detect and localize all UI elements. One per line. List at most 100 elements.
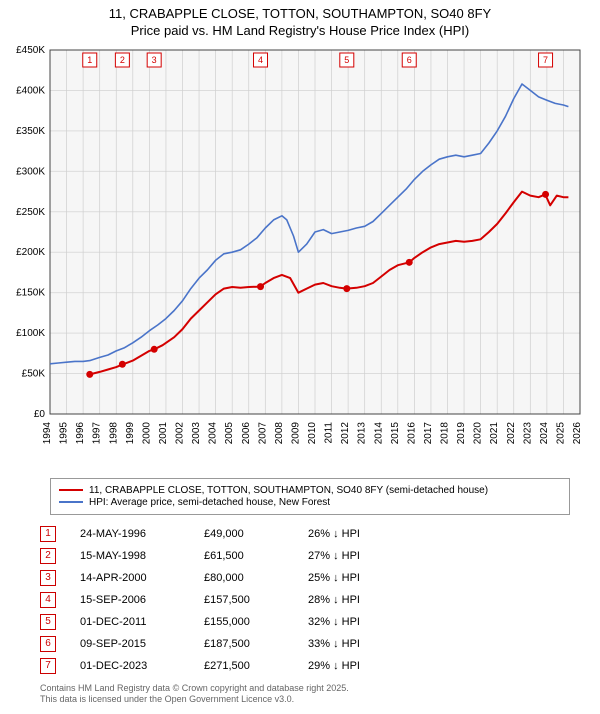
svg-text:£0: £0 xyxy=(34,409,46,420)
svg-text:2004: 2004 xyxy=(208,421,219,444)
svg-text:£350K: £350K xyxy=(16,126,45,137)
svg-text:2025: 2025 xyxy=(555,421,566,444)
event-price: £271,500 xyxy=(204,660,284,672)
event-diff: 25% ↓ HPI xyxy=(308,572,398,584)
sale-marker xyxy=(406,259,413,266)
svg-text:2026: 2026 xyxy=(572,421,583,444)
title-line-2: Price paid vs. HM Land Registry's House … xyxy=(0,23,600,40)
sale-marker xyxy=(151,346,158,353)
event-diff: 29% ↓ HPI xyxy=(308,660,398,672)
sale-marker xyxy=(343,285,350,292)
svg-text:1999: 1999 xyxy=(125,421,136,444)
svg-text:3: 3 xyxy=(152,55,157,65)
event-date: 24-MAY-1996 xyxy=(80,528,180,540)
event-price: £187,500 xyxy=(204,638,284,650)
svg-text:£400K: £400K xyxy=(16,85,45,96)
event-diff: 32% ↓ HPI xyxy=(308,616,398,628)
svg-text:2014: 2014 xyxy=(373,421,384,444)
svg-text:2006: 2006 xyxy=(241,421,252,444)
svg-text:7: 7 xyxy=(543,55,548,65)
event-diff: 28% ↓ HPI xyxy=(308,594,398,606)
legend-swatch xyxy=(59,501,83,503)
svg-text:2001: 2001 xyxy=(158,421,169,444)
svg-text:1998: 1998 xyxy=(108,421,119,444)
legend-label: HPI: Average price, semi-detached house,… xyxy=(89,497,330,508)
svg-text:2008: 2008 xyxy=(274,421,285,444)
svg-text:2021: 2021 xyxy=(489,421,500,444)
svg-text:1997: 1997 xyxy=(92,421,103,444)
chart-plot: £0 £50K £100K £150K £200K £250K £300K £350K £400… xyxy=(0,42,600,472)
legend-swatch xyxy=(59,489,83,491)
event-badge: 1 xyxy=(40,526,56,542)
event-row: 701-DEC-2023£271,50029% ↓ HPI xyxy=(40,655,570,677)
footer-note: Contains HM Land Registry data © Crown c… xyxy=(40,683,570,706)
event-price: £61,500 xyxy=(204,550,284,562)
event-diff: 27% ↓ HPI xyxy=(308,550,398,562)
event-diff: 26% ↓ HPI xyxy=(308,528,398,540)
event-row: 1 24-MAY-1996 £49,000 26% ↓ HPI xyxy=(40,523,570,545)
event-date: 01-DEC-2023 xyxy=(80,660,180,672)
event-badge: 3 xyxy=(40,570,56,586)
svg-text:2002: 2002 xyxy=(175,421,186,444)
footer-line-2: This data is licensed under the Open Gov… xyxy=(40,694,570,706)
svg-text:2012: 2012 xyxy=(340,421,351,444)
event-price: £80,000 xyxy=(204,572,284,584)
svg-text:1996: 1996 xyxy=(75,421,86,444)
svg-text:£200K: £200K xyxy=(16,247,45,258)
chart-container: 11, CRABAPPLE CLOSE, TOTTON, SOUTHAMPTON… xyxy=(0,0,600,706)
svg-text:£150K: £150K xyxy=(16,287,45,298)
event-row: 501-DEC-2011£155,00032% ↓ HPI xyxy=(40,611,570,633)
event-date: 15-MAY-1998 xyxy=(80,550,180,562)
event-price: £49,000 xyxy=(204,528,284,540)
svg-text:2023: 2023 xyxy=(522,421,533,444)
event-row: 3 14-APR-2000 £80,000 25% ↓ HPI xyxy=(40,567,570,589)
event-date: 14-APR-2000 xyxy=(80,572,180,584)
svg-text:£300K: £300K xyxy=(16,166,45,177)
events-table: 1 24-MAY-1996 £49,000 26% ↓ HPI 2 15-MAY-1998… xyxy=(40,523,570,677)
svg-text:4: 4 xyxy=(258,55,263,65)
svg-text:2009: 2009 xyxy=(290,421,301,444)
svg-text:2024: 2024 xyxy=(539,421,550,444)
svg-text:2017: 2017 xyxy=(423,421,434,444)
svg-text:2007: 2007 xyxy=(257,421,268,444)
svg-text:2018: 2018 xyxy=(440,421,451,444)
svg-text:£450K: £450K xyxy=(16,45,45,56)
svg-text:2: 2 xyxy=(120,55,125,65)
event-date: 15-SEP-2006 xyxy=(80,594,180,606)
event-price: £157,500 xyxy=(204,594,284,606)
svg-text:1: 1 xyxy=(87,55,92,65)
event-badge: 2 xyxy=(40,548,56,564)
event-row: 2 15-MAY-1998 £61,500 27% ↓ HPI xyxy=(40,545,570,567)
svg-text:2013: 2013 xyxy=(357,421,368,444)
svg-text:2005: 2005 xyxy=(224,421,235,444)
svg-text:2010: 2010 xyxy=(307,421,318,444)
event-row: 4 15-SEP-2006 £157,500 28% ↓ HPI xyxy=(40,589,570,611)
svg-text:2022: 2022 xyxy=(506,421,517,444)
svg-text:2019: 2019 xyxy=(456,421,467,444)
sale-marker xyxy=(542,191,549,198)
event-badge: 6 xyxy=(40,636,56,652)
svg-text:2011: 2011 xyxy=(324,421,335,443)
legend-label: 11, CRABAPPLE CLOSE, TOTTON, SOUTHAMPTON… xyxy=(89,485,488,496)
event-badge: 5 xyxy=(40,614,56,630)
svg-text:5: 5 xyxy=(344,55,349,65)
sale-marker xyxy=(86,371,93,378)
event-badge: 4 xyxy=(40,592,56,608)
legend-item: HPI: Average price, semi-detached house,… xyxy=(59,497,561,508)
svg-text:2003: 2003 xyxy=(191,421,202,444)
svg-text:2016: 2016 xyxy=(406,421,417,444)
sale-marker xyxy=(119,361,126,368)
legend-item: 11, CRABAPPLE CLOSE, TOTTON, SOUTHAMPTON… xyxy=(59,485,561,496)
svg-text:£50K: £50K xyxy=(22,368,46,379)
svg-text:£250K: £250K xyxy=(16,207,45,218)
svg-text:6: 6 xyxy=(407,55,412,65)
chart-svg: £0 £50K £100K £150K £200K £250K £300K £350K £400… xyxy=(0,42,600,472)
sale-marker xyxy=(257,283,264,290)
svg-text:2000: 2000 xyxy=(141,421,152,444)
event-diff: 33% ↓ HPI xyxy=(308,638,398,650)
footer-line-1: Contains HM Land Registry data © Crown c… xyxy=(40,683,570,695)
event-row: 609-SEP-2015£187,50033% ↓ HPI xyxy=(40,633,570,655)
svg-text:£100K: £100K xyxy=(16,328,45,339)
svg-text:1995: 1995 xyxy=(59,421,70,444)
event-date: 01-DEC-2011 xyxy=(80,616,180,628)
